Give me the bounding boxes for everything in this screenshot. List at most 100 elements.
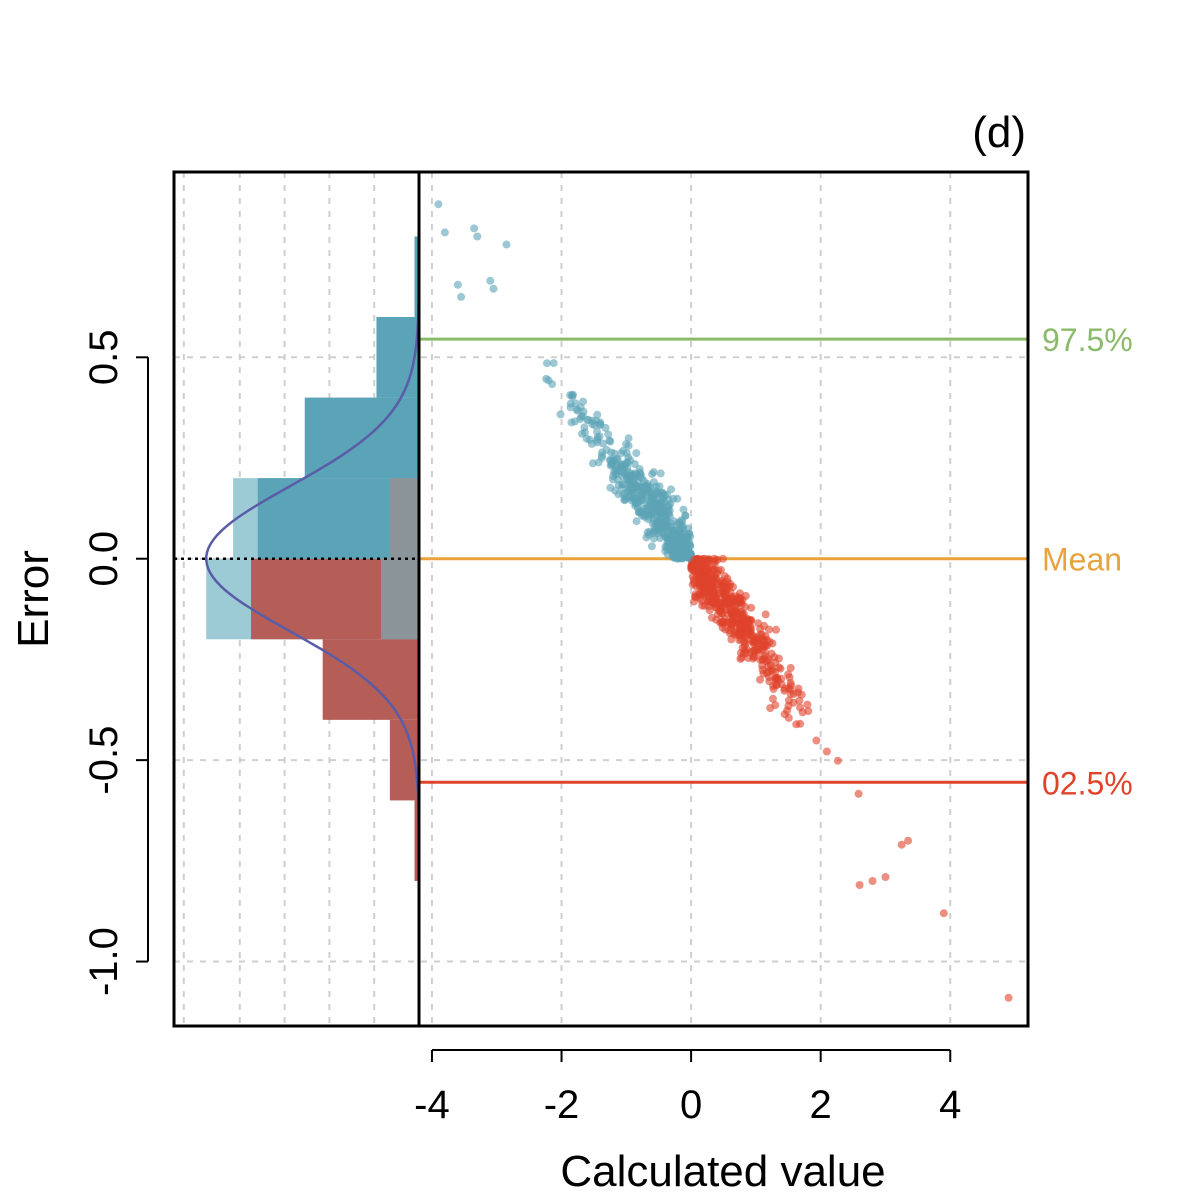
scatter-point	[567, 418, 576, 427]
scatter-point	[727, 623, 735, 632]
scatter-point	[578, 429, 586, 438]
scatter-point	[739, 609, 748, 618]
scatter-points	[434, 200, 1013, 1002]
scatter-point	[855, 881, 864, 889]
scatter-point	[703, 597, 712, 606]
scatter-point	[759, 655, 768, 664]
scatter-point	[621, 493, 630, 502]
scatter-point	[489, 284, 498, 293]
scatter-point	[671, 554, 680, 563]
scatter-point	[470, 224, 479, 233]
scatter-point	[643, 528, 652, 537]
scatter-point	[647, 542, 656, 551]
scatter-point	[854, 789, 863, 798]
scatter-point	[659, 509, 668, 518]
scatter-point	[726, 594, 735, 603]
y-tick-label: 0.5	[82, 329, 126, 385]
scatter-point	[690, 555, 699, 564]
scatter-point	[722, 605, 731, 614]
scatter-point	[605, 436, 614, 445]
scatter-point	[636, 472, 644, 480]
scatter-point	[632, 449, 641, 458]
scatter-point	[612, 463, 621, 472]
scatter-point	[613, 455, 622, 464]
scatter-point	[627, 482, 636, 491]
scatter-point	[786, 685, 795, 694]
scatter-point	[457, 292, 466, 301]
scatter-point	[822, 747, 831, 756]
scatter-point	[771, 658, 780, 667]
scatter-point	[734, 630, 743, 639]
scatter-point	[670, 538, 679, 547]
scatter-point	[440, 228, 449, 237]
scatter-point	[556, 410, 565, 419]
scatter-point	[626, 456, 635, 465]
scatter-point	[649, 468, 658, 477]
scatter-point	[624, 434, 633, 443]
scatter-point	[643, 503, 652, 512]
scatter-point	[710, 576, 719, 585]
scatter-point	[681, 533, 690, 542]
scatter-point	[784, 702, 793, 710]
scatter-point	[662, 524, 671, 533]
scatter-point	[671, 529, 680, 538]
y-tick-label: -1.0	[82, 927, 126, 996]
scatter-point	[766, 704, 775, 713]
hist-bar-shared	[380, 558, 419, 640]
scatter-point	[631, 499, 640, 508]
scatter-point	[566, 403, 575, 412]
scatter-point	[691, 562, 700, 571]
scatter-point	[588, 420, 597, 429]
scatter-point	[684, 524, 693, 533]
scatter-point	[543, 359, 551, 368]
hist-bar-shared	[389, 478, 419, 559]
x-axis-title: Calculated value	[560, 1147, 885, 1196]
scatter-point	[578, 412, 587, 421]
scatter-point	[596, 420, 605, 428]
scatter-point	[812, 736, 821, 745]
scatter-point	[632, 517, 641, 526]
scatter-point	[709, 587, 718, 596]
scatter-point	[653, 505, 662, 514]
scatter-point	[833, 756, 842, 765]
scatter-point	[685, 540, 694, 549]
scatter-point	[486, 276, 495, 285]
hist-bar-negative	[322, 639, 419, 720]
scatter-point	[681, 511, 690, 520]
scatter-point	[593, 427, 601, 436]
scatter-point	[747, 603, 756, 612]
scatter-point	[803, 700, 812, 709]
hist-bar-positive	[304, 397, 419, 479]
scatter-point	[764, 662, 773, 671]
hist-bar-positive	[414, 236, 419, 318]
scatter-point	[768, 694, 777, 703]
scatter-point	[868, 877, 877, 885]
scatter-point	[604, 430, 613, 439]
scatter-point	[786, 663, 795, 672]
axes: -4 -2 0 2 4 -1.0 -0.5 0.0 0.5	[82, 329, 961, 1127]
scatter-point	[939, 909, 948, 918]
scatter-point	[676, 540, 685, 549]
scatter-point	[761, 610, 770, 619]
scatter-point	[695, 573, 704, 582]
scatter-point	[549, 359, 558, 368]
scatter-point	[606, 483, 615, 492]
scatter-point	[566, 391, 575, 400]
scatter-point	[1004, 993, 1013, 1002]
scatter-point	[784, 713, 793, 722]
scatter-point	[785, 673, 794, 682]
scatter-point	[656, 469, 665, 478]
scatter-point	[752, 637, 761, 646]
scatter-point	[756, 675, 764, 684]
scatter-point	[761, 632, 770, 641]
scatter-point	[723, 574, 732, 583]
scatter-point	[691, 590, 700, 599]
scatter-point	[758, 642, 766, 651]
plot-frame	[172, 170, 1030, 1028]
scatter-point	[473, 232, 482, 241]
scatter-point	[618, 463, 627, 472]
scatter-point	[716, 566, 725, 574]
scatter-point	[767, 649, 776, 658]
scatter-point	[652, 489, 661, 498]
